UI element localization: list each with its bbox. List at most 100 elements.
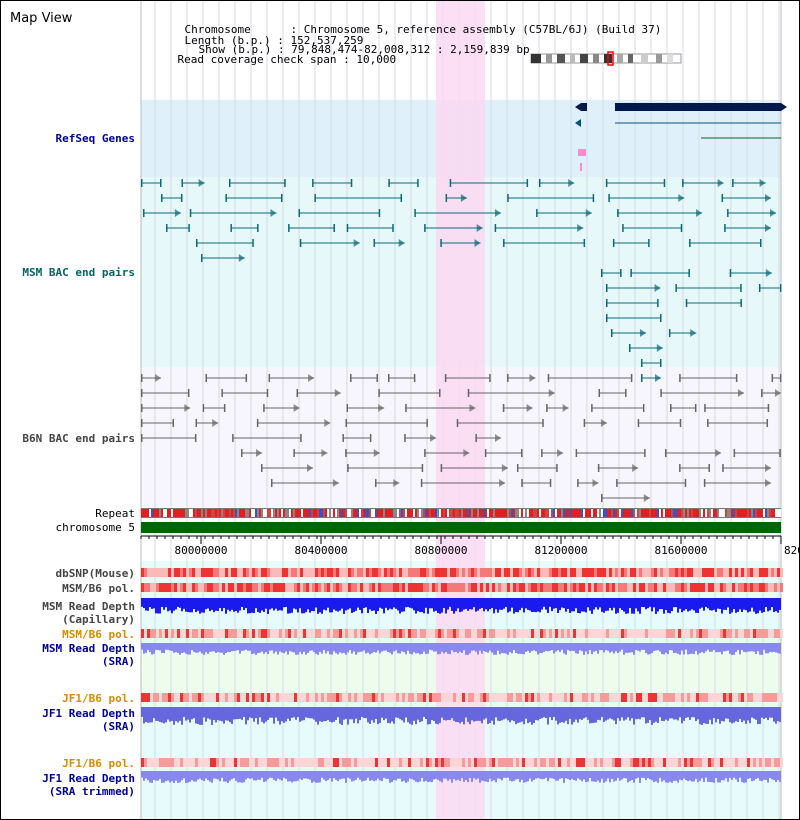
- depth-bar: [219, 598, 221, 609]
- depth-bar: [327, 707, 329, 721]
- polymorphism-cell: [582, 693, 585, 702]
- bac-end-left: [679, 464, 681, 472]
- depth-bar: [505, 707, 507, 719]
- repeat-segment: [467, 509, 469, 517]
- depth-bar: [311, 771, 313, 783]
- polymorphism-cell: [555, 568, 558, 577]
- depth-bar: [649, 771, 651, 780]
- repeat-segment: [601, 509, 603, 517]
- depth-bar: [749, 598, 751, 612]
- track-label-b6n-bac[interactable]: B6N BAC end pairs: [22, 432, 135, 445]
- depth-bar: [499, 598, 501, 610]
- track-label-jf1-depth-sra[interactable]: JF1 Read Depth (SRA): [42, 707, 135, 733]
- polymorphism-cell: [510, 583, 513, 592]
- track-label-msm-depth-sra[interactable]: MSM Read Depth (SRA): [42, 642, 135, 668]
- polymorphism-cell: [441, 758, 444, 767]
- repeat-segment: [385, 509, 387, 517]
- depth-bar: [695, 707, 697, 722]
- depth-bar: [607, 598, 609, 611]
- polymorphism-cell: [573, 629, 576, 638]
- coverage-tracks[interactable]: [141, 568, 783, 783]
- depth-bar: [475, 707, 477, 722]
- depth-bar: [405, 771, 407, 783]
- depth-bar: [261, 598, 263, 611]
- bac-end-right: [266, 389, 269, 397]
- polymorphism-cell: [252, 758, 255, 767]
- polymorphism-cell: [177, 568, 180, 577]
- depth-bar: [287, 598, 289, 614]
- chromosome-ideogram[interactable]: [530, 51, 682, 66]
- polymorphism-cell: [762, 629, 765, 638]
- polymorphism-cell: [513, 583, 516, 592]
- refseq-gene-features[interactable]: [575, 103, 787, 171]
- polymorphism-cell: [165, 693, 168, 702]
- bac-end-left: [256, 419, 259, 427]
- track-label-jf1-depth-trimmed[interactable]: JF1 Read Depth (SRA trimmed): [42, 772, 135, 798]
- track-label-jf1-b6-pol[interactable]: JF1/B6 pol.: [62, 692, 135, 705]
- depth-bar: [149, 707, 151, 723]
- track-label-jf1-b6-pol-2[interactable]: JF1/B6 pol.: [62, 757, 135, 770]
- polymorphism-cell: [738, 629, 741, 638]
- depth-bar: [529, 643, 531, 653]
- chromosome-bar[interactable]: [141, 522, 781, 533]
- polymorphism-cell: [360, 629, 363, 638]
- depth-bar: [571, 643, 573, 651]
- polymorphism-cell: [222, 629, 225, 638]
- depth-bar: [445, 707, 447, 721]
- depth-bar: [627, 643, 629, 653]
- repeat-segment: [615, 509, 617, 517]
- polymorphism-cell: [420, 693, 423, 702]
- depth-bar: [497, 707, 499, 721]
- polymorphism-cell: [390, 629, 393, 638]
- track-label-msm-depth-capillary[interactable]: MSM Read Depth (Capillary): [42, 600, 135, 626]
- depth-bar: [325, 707, 327, 722]
- depth-bar: [609, 771, 611, 783]
- repeat-segment: [715, 509, 717, 517]
- polymorphism-cell: [192, 568, 195, 577]
- track-label-msm-b6-pol-sra[interactable]: MSM/B6 pol.: [62, 628, 135, 641]
- polymorphism-cell: [372, 693, 375, 702]
- repeat-segment: [433, 509, 435, 517]
- repeat-track[interactable]: [141, 509, 781, 517]
- track-label-refseq-genes[interactable]: RefSeq Genes: [55, 132, 135, 145]
- depth-bar: [335, 643, 337, 654]
- polymorphism-cell: [669, 758, 672, 767]
- polymorphism-cell: [381, 583, 384, 592]
- polymorphism-cell: [276, 758, 279, 767]
- depth-bar: [417, 643, 419, 654]
- depth-bar: [661, 771, 663, 782]
- msm-bac-end-pair-features[interactable]: [141, 179, 782, 382]
- polymorphism-cell: [723, 583, 726, 592]
- depth-bar: [707, 598, 709, 609]
- depth-bar: [391, 598, 393, 610]
- polymorphism-cell: [645, 568, 648, 577]
- depth-bar: [257, 771, 259, 780]
- depth-bar: [565, 643, 567, 655]
- depth-bar: [719, 707, 721, 724]
- track-label-msm-bac[interactable]: MSM BAC end pairs: [22, 266, 135, 279]
- depth-bar: [691, 707, 693, 718]
- depth-bar: [191, 598, 193, 613]
- depth-bar: [403, 707, 405, 723]
- polymorphism-cell: [468, 583, 471, 592]
- depth-bar: [243, 707, 245, 717]
- selected-region-highlight[interactable]: [436, 1, 485, 819]
- repeat-segment: [527, 509, 529, 517]
- depth-bar: [459, 643, 461, 652]
- polymorphism-cell: [600, 693, 603, 702]
- depth-bar: [767, 707, 769, 721]
- bac-end-left: [597, 464, 600, 472]
- b6n-bac-end-pair-features[interactable]: [141, 374, 782, 517]
- track-label-msm-b6-pol[interactable]: MSM/B6 pol.: [62, 582, 135, 595]
- depth-bar: [675, 771, 677, 781]
- repeat-segment: [647, 509, 649, 517]
- track-label-dbsnp[interactable]: dbSNP(Mouse): [55, 567, 135, 580]
- depth-bar: [377, 707, 379, 725]
- depth-bar: [755, 771, 757, 780]
- polymorphism-cell: [636, 568, 639, 577]
- depth-bar: [693, 643, 695, 655]
- track-label-repeat[interactable]: Repeat: [95, 507, 135, 520]
- repeat-segment: [479, 509, 481, 517]
- depth-bar: [433, 598, 435, 612]
